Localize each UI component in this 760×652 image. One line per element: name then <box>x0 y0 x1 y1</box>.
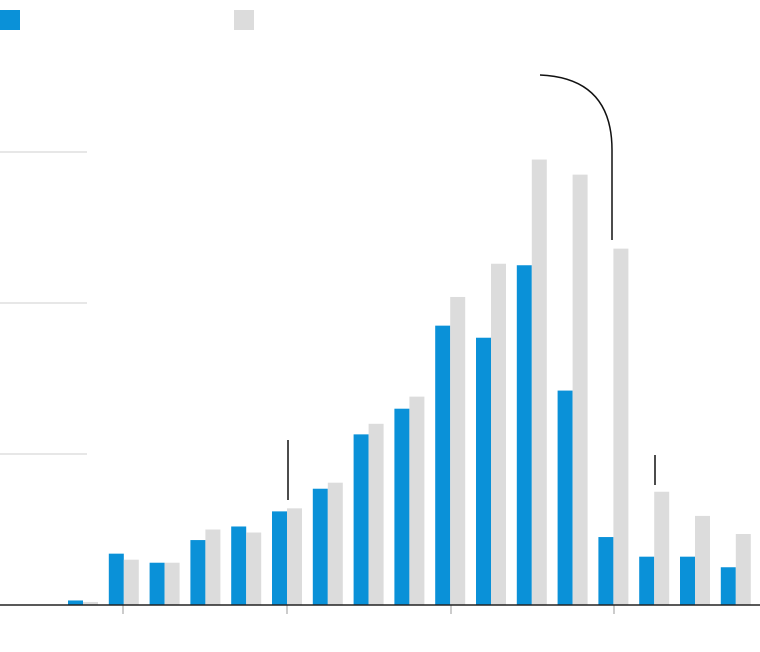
bar <box>68 600 83 605</box>
bar <box>435 325 451 605</box>
bar <box>327 482 343 605</box>
bar <box>149 562 165 605</box>
legend-swatch <box>234 10 254 30</box>
bar <box>613 248 629 605</box>
bar <box>368 423 384 605</box>
bar <box>231 526 247 605</box>
bar <box>312 488 328 605</box>
bar <box>83 601 98 605</box>
bar <box>409 396 425 605</box>
x-ticks <box>122 605 615 614</box>
legend-swatch <box>0 10 20 30</box>
bar <box>205 529 221 605</box>
bar <box>598 537 614 605</box>
bar <box>572 174 588 605</box>
bar <box>272 511 287 605</box>
bar <box>108 553 124 605</box>
bar <box>353 434 369 605</box>
bar <box>720 567 736 605</box>
bar <box>123 559 139 605</box>
bar <box>287 508 302 605</box>
bar <box>516 265 532 605</box>
bar <box>735 534 751 605</box>
annotation-curve <box>539 74 613 240</box>
bar <box>531 159 547 606</box>
bar <box>680 556 695 605</box>
bar <box>164 562 180 605</box>
bar <box>476 337 491 605</box>
bar <box>394 408 410 605</box>
bar <box>450 296 466 605</box>
annotations <box>287 74 656 500</box>
bar <box>695 515 710 605</box>
bar <box>639 556 655 605</box>
bar <box>190 540 206 605</box>
bar <box>246 532 262 605</box>
bar <box>557 390 573 605</box>
bar <box>654 491 670 605</box>
bar <box>491 263 506 605</box>
